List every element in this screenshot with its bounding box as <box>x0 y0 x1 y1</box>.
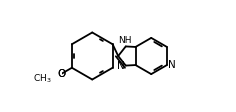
Text: CH$_3$: CH$_3$ <box>34 72 52 85</box>
Text: N: N <box>168 60 176 70</box>
Text: O: O <box>49 74 57 84</box>
Text: NH: NH <box>118 36 132 45</box>
Text: O: O <box>57 69 65 79</box>
Text: N: N <box>117 61 125 71</box>
Text: O: O <box>57 69 66 79</box>
